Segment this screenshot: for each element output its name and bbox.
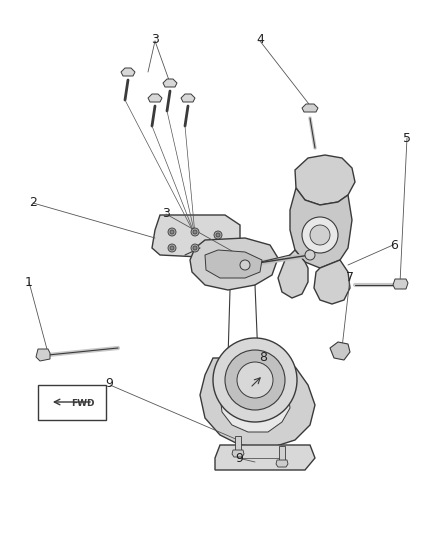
Text: FWD: FWD <box>71 400 95 408</box>
Circle shape <box>237 362 273 398</box>
Text: 5: 5 <box>403 132 411 145</box>
Circle shape <box>170 230 174 234</box>
Polygon shape <box>148 94 162 102</box>
Bar <box>279 446 285 460</box>
Polygon shape <box>302 104 318 112</box>
Text: 7: 7 <box>346 271 354 284</box>
Polygon shape <box>278 250 308 298</box>
Circle shape <box>305 250 315 260</box>
Circle shape <box>191 244 199 252</box>
Circle shape <box>193 246 197 250</box>
Circle shape <box>310 225 330 245</box>
Circle shape <box>168 244 176 252</box>
Circle shape <box>213 338 297 422</box>
Circle shape <box>302 217 338 253</box>
Circle shape <box>191 228 199 236</box>
Polygon shape <box>295 155 355 205</box>
Polygon shape <box>36 349 50 361</box>
Circle shape <box>193 230 197 234</box>
Circle shape <box>214 231 222 239</box>
Polygon shape <box>314 260 350 304</box>
Polygon shape <box>290 188 352 268</box>
Text: 6: 6 <box>390 239 398 252</box>
Polygon shape <box>152 215 240 258</box>
Text: 8: 8 <box>259 351 267 364</box>
Polygon shape <box>232 450 244 457</box>
Text: 3: 3 <box>162 207 170 220</box>
Text: 1: 1 <box>25 276 32 289</box>
Polygon shape <box>200 358 315 448</box>
Polygon shape <box>330 342 350 360</box>
Circle shape <box>225 350 285 410</box>
Polygon shape <box>190 238 278 290</box>
Text: 4: 4 <box>257 34 265 46</box>
Polygon shape <box>220 375 290 432</box>
Text: 9: 9 <box>235 452 243 465</box>
Polygon shape <box>181 94 195 102</box>
Bar <box>235 436 241 450</box>
Polygon shape <box>393 279 408 289</box>
Text: 3: 3 <box>152 34 159 46</box>
Circle shape <box>168 228 176 236</box>
Circle shape <box>170 246 174 250</box>
Polygon shape <box>38 385 106 420</box>
Circle shape <box>216 233 220 237</box>
Polygon shape <box>163 79 177 87</box>
Text: 9: 9 <box>106 377 113 390</box>
Polygon shape <box>276 460 288 467</box>
Circle shape <box>240 260 250 270</box>
Polygon shape <box>215 445 315 470</box>
Polygon shape <box>121 68 135 76</box>
Text: 2: 2 <box>29 196 37 209</box>
Polygon shape <box>205 250 262 278</box>
